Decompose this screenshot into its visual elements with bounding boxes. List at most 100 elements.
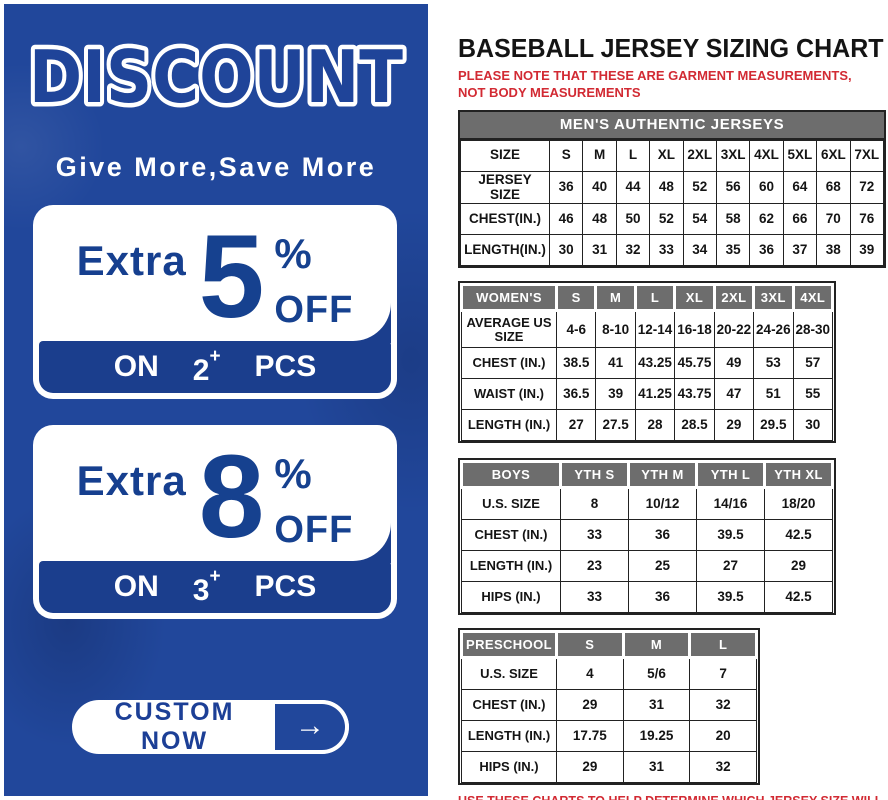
offer-condition-bar: ON 2+ PCS bbox=[39, 303, 391, 393]
value-cell: 49 bbox=[713, 347, 755, 380]
preschool-table-frame: PRESCHOOL S M L U.S. SIZE 4 5/6 7 CHEST (IN.) 29 3… bbox=[458, 628, 760, 786]
quantity-value: 3 bbox=[192, 574, 210, 607]
offer-body: Extra 5 % OFF bbox=[39, 211, 391, 341]
plus-sign: + bbox=[209, 566, 221, 587]
value-cell: 29.5 bbox=[753, 409, 794, 442]
value-cell: 76 bbox=[849, 203, 885, 236]
row-label-cell: LENGTH (IN.) bbox=[461, 550, 561, 583]
value-cell: 28.5 bbox=[674, 409, 715, 442]
value-cell: 47 bbox=[713, 378, 755, 411]
value-cell: 20 bbox=[689, 720, 757, 753]
offer-percent-value: 5 bbox=[198, 211, 265, 343]
arrow-right-icon: → bbox=[271, 700, 349, 754]
row-label-cell: AVERAGE US SIZE bbox=[461, 310, 557, 349]
row-label-cell: JERSEY SIZE bbox=[460, 170, 550, 205]
value-cell: 43.25 bbox=[634, 347, 676, 380]
quantity-label: 2+ bbox=[193, 346, 221, 388]
row-label-cell: CHEST (IN.) bbox=[461, 519, 561, 552]
pcs-label: PCS bbox=[254, 570, 317, 603]
offer-percent-stack: % OFF bbox=[274, 230, 354, 331]
value-cell: 68 bbox=[816, 170, 851, 205]
offer-extra-label: Extra bbox=[76, 237, 187, 284]
offer-percent-value: 8 bbox=[198, 431, 265, 563]
size-header-cell: 4XL bbox=[791, 283, 835, 313]
row-label-cell: CHEST(IN.) bbox=[460, 203, 550, 236]
value-cell: 27.5 bbox=[595, 409, 636, 442]
value-cell: 36 bbox=[628, 581, 697, 614]
value-cell: 32 bbox=[689, 751, 757, 784]
row-label-cell: CHEST (IN.) bbox=[461, 689, 557, 722]
custom-now-button[interactable]: CUSTOM NOW → bbox=[72, 700, 349, 754]
value-cell: 29 bbox=[556, 689, 624, 722]
value-cell: 32 bbox=[689, 689, 757, 722]
value-cell: 12-14 bbox=[634, 310, 676, 349]
size-header-cell: 3XL bbox=[752, 283, 795, 313]
offer-extra-label: Extra bbox=[76, 457, 187, 504]
row-label-cell: U.S. SIZE bbox=[461, 487, 561, 521]
off-label: OFF bbox=[274, 509, 354, 551]
value-cell: 41.25 bbox=[634, 378, 676, 411]
row-label-cell: HIPS (IN.) bbox=[461, 751, 557, 784]
value-cell: 27 bbox=[555, 409, 597, 442]
size-header-cell: YTH L bbox=[695, 460, 766, 490]
value-cell: 3XL bbox=[715, 139, 751, 172]
value-cell: 35 bbox=[715, 234, 751, 267]
value-cell: 38.5 bbox=[555, 347, 597, 380]
size-header-cell: YTH M bbox=[627, 460, 698, 490]
value-cell: 28-30 bbox=[792, 310, 834, 349]
group-header-cell: BOYS bbox=[460, 460, 562, 490]
offer-body: Extra 8 % OFF bbox=[39, 431, 391, 561]
value-cell: 54 bbox=[682, 203, 717, 236]
off-label: OFF bbox=[274, 289, 354, 331]
discount-panel: DISCOUNT Give More,Save More Extra 5 % O… bbox=[4, 4, 428, 796]
value-cell: 29 bbox=[764, 550, 833, 583]
page-title: BASEBALL JERSEY SIZING CHART bbox=[458, 34, 884, 64]
value-cell: 23 bbox=[560, 550, 629, 583]
value-cell: 36.5 bbox=[555, 378, 597, 411]
value-cell: 50 bbox=[615, 203, 651, 236]
value-cell: 51 bbox=[753, 378, 794, 411]
value-cell: 62 bbox=[749, 203, 784, 236]
group-header-cell: WOMEN'S bbox=[460, 283, 558, 313]
value-cell: 38 bbox=[816, 234, 851, 267]
value-cell: 58 bbox=[715, 203, 751, 236]
value-cell: 28 bbox=[634, 409, 676, 442]
measurement-note: PLEASE NOTE THAT THESE ARE GARMENT MEASU… bbox=[458, 68, 852, 100]
value-cell: 46 bbox=[548, 203, 584, 236]
arrow-glyph: → bbox=[295, 708, 325, 742]
value-cell: 4XL bbox=[749, 139, 784, 172]
value-cell: 33 bbox=[649, 234, 684, 267]
value-cell: 52 bbox=[649, 203, 684, 236]
row-label-cell: HIPS (IN.) bbox=[461, 581, 561, 614]
percent-sign: % bbox=[274, 450, 312, 497]
value-cell: 34 bbox=[682, 234, 717, 267]
percent-sign: % bbox=[274, 230, 312, 277]
value-cell: 5XL bbox=[782, 139, 818, 172]
group-header-cell: PRESCHOOL bbox=[460, 630, 558, 660]
value-cell: 44 bbox=[615, 170, 651, 205]
size-header-cell: L bbox=[688, 630, 758, 660]
value-cell: 4 bbox=[556, 657, 624, 691]
value-cell: 14/16 bbox=[696, 487, 765, 521]
value-cell: 36 bbox=[628, 519, 697, 552]
value-cell: 48 bbox=[649, 170, 684, 205]
size-header-cell: S bbox=[555, 630, 625, 660]
value-cell: 30 bbox=[792, 409, 834, 442]
value-cell: 27 bbox=[696, 550, 765, 583]
value-cell: M bbox=[582, 139, 617, 172]
pcs-label: PCS bbox=[254, 350, 317, 383]
value-cell: 36 bbox=[548, 170, 584, 205]
value-cell: 31 bbox=[582, 234, 617, 267]
size-header-cell: M bbox=[594, 283, 637, 313]
value-cell: 45.75 bbox=[674, 347, 715, 380]
value-cell: 39.5 bbox=[696, 581, 765, 614]
size-header-cell: M bbox=[621, 630, 692, 660]
value-cell: 33 bbox=[560, 519, 629, 552]
mens-table-frame: MEN'S AUTHENTIC JERSEYS SIZE S M L XL 2XL 3XL 4… bbox=[458, 109, 886, 269]
value-cell: 19.25 bbox=[622, 720, 691, 753]
value-cell: 52 bbox=[682, 170, 717, 205]
value-cell: 31 bbox=[622, 689, 691, 722]
value-cell: 17.75 bbox=[556, 720, 624, 753]
mens-table-banner: MEN'S AUTHENTIC JERSEYS bbox=[460, 111, 884, 140]
